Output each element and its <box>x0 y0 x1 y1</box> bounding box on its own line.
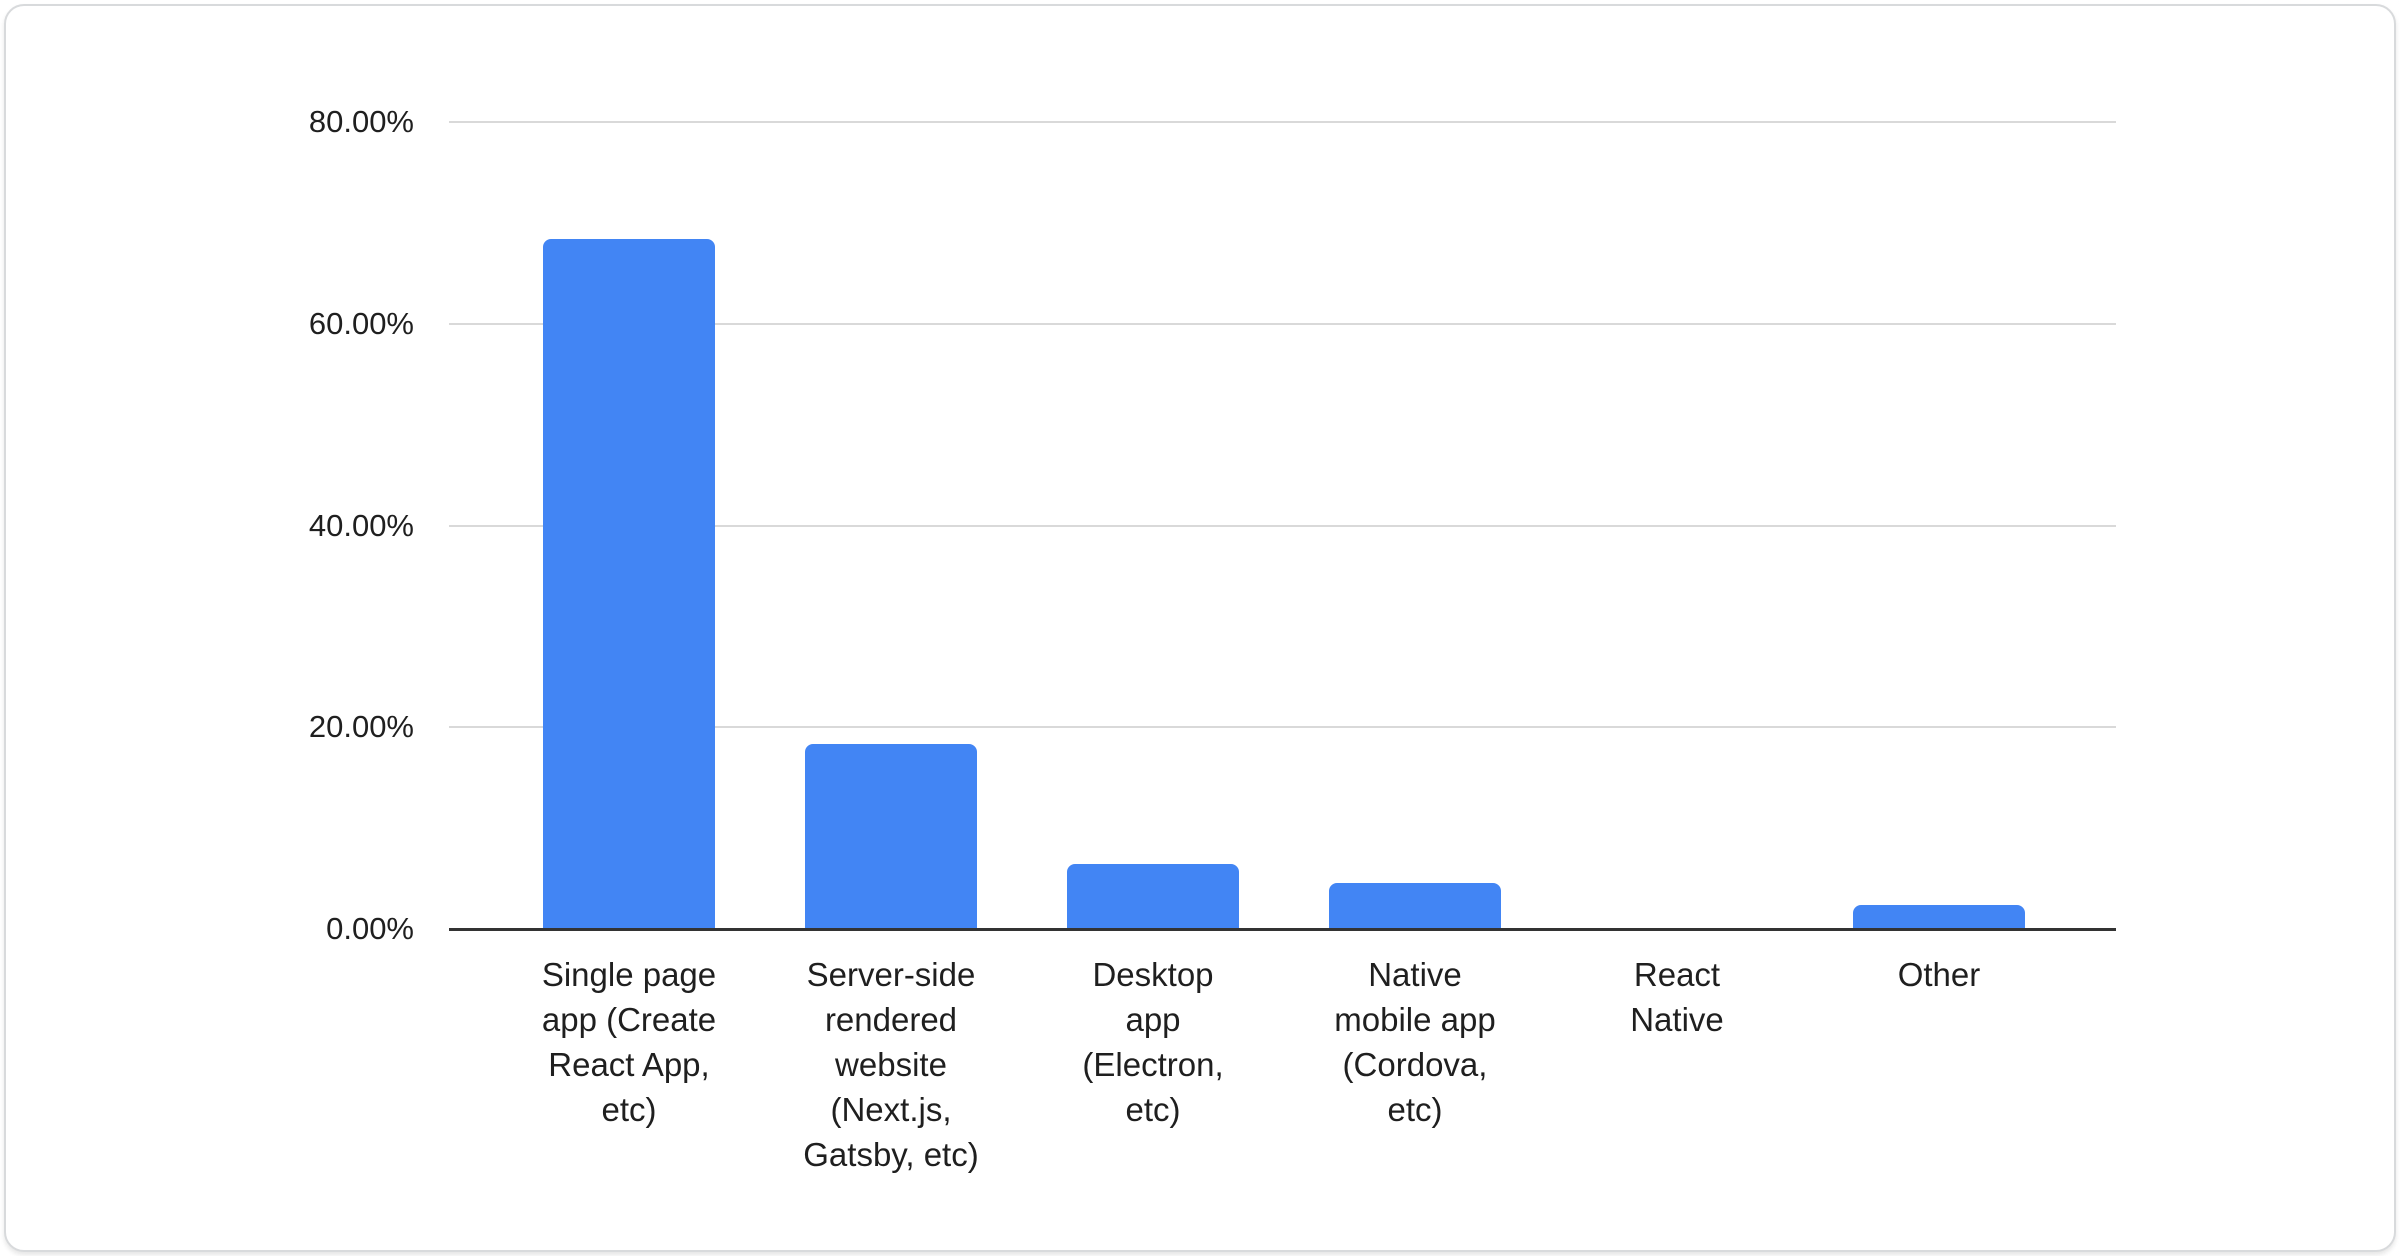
plot-area <box>449 121 2116 931</box>
bar-native-mobile-app[interactable] <box>1329 882 1501 929</box>
bar-desktop-app[interactable] <box>1067 864 1239 929</box>
y-axis-tick-20: 20.00% <box>308 709 414 744</box>
y-axis-tick-0: 0.00% <box>326 911 414 946</box>
bar-server-side-rendered[interactable] <box>805 744 977 929</box>
y-axis-tick-40: 40.00% <box>308 508 414 543</box>
y-axis-tick-80: 80.00% <box>308 104 414 139</box>
x-axis-label-desktop-app: Desktop app (Electron, etc) <box>1082 956 1224 1128</box>
bar-single-page-app[interactable] <box>543 239 715 929</box>
gridline-40 <box>449 525 2116 527</box>
x-axis-label-server-side-rendered: Server-side rendered website (Next.js, G… <box>803 956 979 1173</box>
x-axis-label-single-page-app: Single page app (Create React App, etc) <box>541 956 717 1128</box>
x-axis-label-native-mobile-app: Native mobile app (Cordova, etc) <box>1334 956 1496 1128</box>
gridline-20 <box>449 726 2116 728</box>
gridline-60 <box>449 323 2116 325</box>
x-axis-label-react-native: React Native <box>1630 956 1724 1038</box>
x-axis-line <box>449 928 2116 931</box>
y-axis-tick-60: 60.00% <box>308 306 414 341</box>
chart-card: 80.00% 60.00% 40.00% 20.00% 0.00% Single… <box>4 4 2396 1252</box>
x-axis-label-other: Other <box>1897 956 1981 993</box>
bar-other[interactable] <box>1853 904 2025 929</box>
gridline-80 <box>449 121 2116 123</box>
